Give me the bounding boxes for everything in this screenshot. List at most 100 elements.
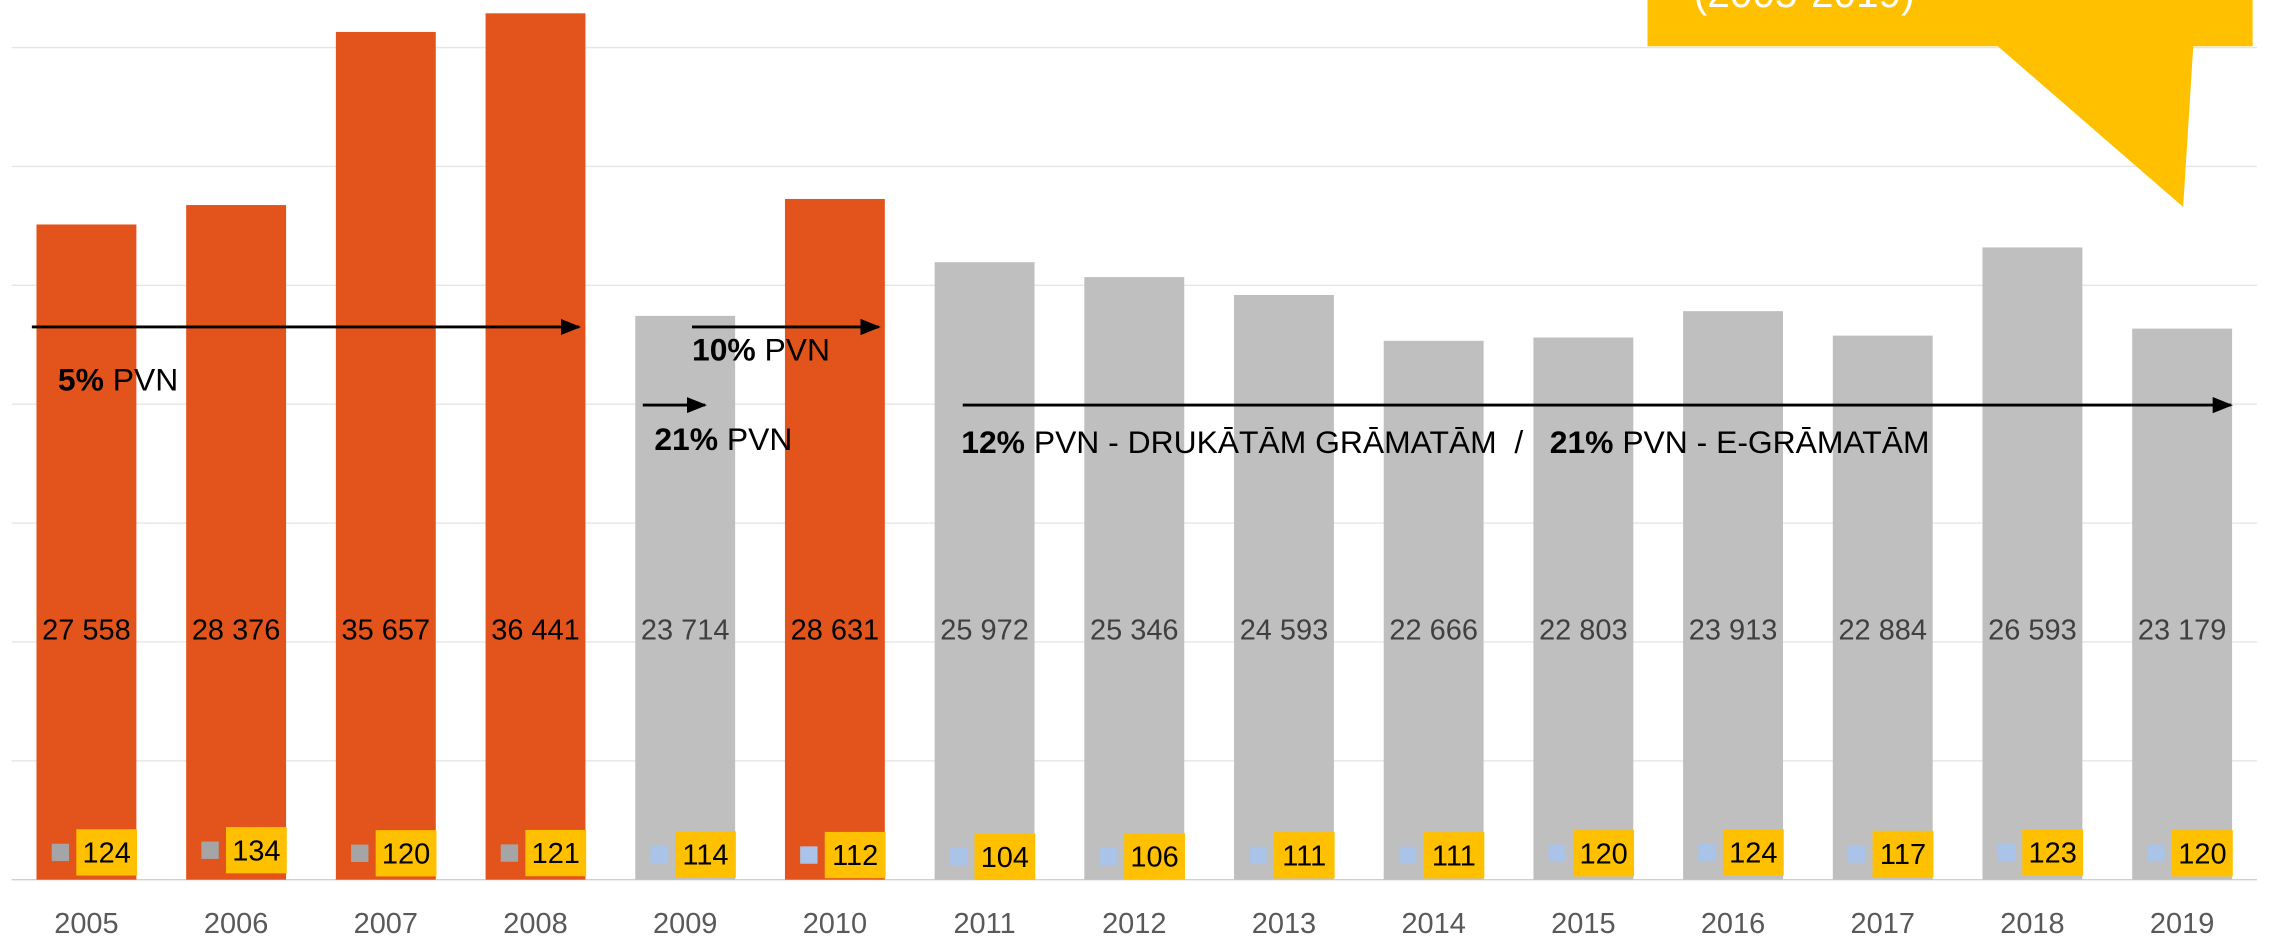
annotation-part: 21% bbox=[1550, 424, 1614, 460]
x-tick-label: 2010 bbox=[803, 908, 867, 939]
bar bbox=[485, 13, 586, 880]
bar bbox=[784, 198, 885, 880]
marker-label-box bbox=[1872, 830, 1934, 878]
x-tick-label: 2011 bbox=[953, 908, 1015, 939]
marker-label: 120 bbox=[2178, 838, 2226, 870]
marker-label: 111 bbox=[1432, 840, 1476, 872]
x-tick-label: 2013 bbox=[1252, 908, 1316, 939]
bar bbox=[1533, 337, 1634, 880]
annotation-part: PVN - E-GRĀMATĀM bbox=[1613, 424, 1929, 460]
bar bbox=[934, 262, 1035, 880]
marker-label-box bbox=[525, 829, 587, 877]
value-label: 23 714 bbox=[641, 615, 730, 647]
x-tick-label: 2006 bbox=[204, 908, 268, 939]
bar bbox=[36, 224, 137, 880]
marker bbox=[1099, 847, 1117, 866]
marker bbox=[201, 841, 219, 859]
x-tick-label: 2009 bbox=[653, 908, 717, 939]
marker-label-box bbox=[1273, 832, 1335, 879]
x-tick-label: 2017 bbox=[1851, 908, 1915, 939]
marker bbox=[1548, 844, 1566, 862]
annotation-part: 12% bbox=[961, 424, 1025, 460]
annotation-part: 5% bbox=[58, 362, 104, 398]
value-label: 23 913 bbox=[1689, 615, 1778, 647]
bar bbox=[2132, 328, 2233, 880]
marker-label-box bbox=[675, 831, 736, 878]
x-tick-label: 2016 bbox=[1701, 908, 1765, 939]
value-label: 28 376 bbox=[192, 615, 281, 647]
bar bbox=[335, 31, 436, 880]
value-label: 22 884 bbox=[1838, 615, 1927, 647]
bar bbox=[1383, 340, 1484, 880]
bar bbox=[635, 315, 736, 880]
annotation: 10% PVN bbox=[692, 331, 830, 367]
value-label: 25 346 bbox=[1090, 615, 1179, 647]
marker bbox=[650, 845, 668, 864]
annotation-part: 21% bbox=[654, 421, 718, 457]
callout-text: (2005-2019) bbox=[1694, 0, 1915, 16]
marker-label-box bbox=[225, 827, 287, 874]
value-label: 27 558 bbox=[42, 615, 131, 647]
value-label: 24 593 bbox=[1240, 615, 1329, 647]
value-label: 36 441 bbox=[491, 615, 580, 647]
x-tick-label: 2005 bbox=[54, 908, 118, 939]
marker-label-box bbox=[1722, 829, 1784, 876]
x-tick-label: 2012 bbox=[1102, 908, 1166, 939]
marker-label: 111 bbox=[1282, 840, 1326, 872]
marker-label: 123 bbox=[2029, 838, 2077, 870]
x-tick-label: 2015 bbox=[1551, 908, 1615, 939]
marker-label: 114 bbox=[682, 840, 728, 872]
marker-label-box bbox=[375, 830, 437, 877]
annotation-part: PVN bbox=[718, 421, 792, 457]
x-tick-label: 2008 bbox=[503, 908, 567, 939]
marker-label-box bbox=[1423, 832, 1485, 879]
value-label: 25 972 bbox=[940, 615, 1029, 647]
annotation-part: PVN bbox=[104, 362, 178, 398]
marker bbox=[1997, 843, 2016, 862]
marker bbox=[949, 848, 968, 866]
marker-label: 124 bbox=[1729, 838, 1777, 870]
marker-label-box bbox=[824, 831, 886, 879]
bars: 27 558 28 376 35 657 36 441 23 714 28 631 25 9… bbox=[36, 13, 2233, 939]
annotation-part: PVN bbox=[756, 331, 830, 367]
marker bbox=[351, 844, 369, 862]
marker-label-box bbox=[2022, 829, 2084, 876]
x-tick-label: 2007 bbox=[354, 908, 418, 939]
x-tick-label: 2018 bbox=[2000, 908, 2064, 939]
marker bbox=[1698, 843, 1716, 862]
marker bbox=[1847, 845, 1866, 863]
marker bbox=[2147, 844, 2165, 862]
annotation-part: 10% bbox=[692, 331, 756, 367]
bar bbox=[1234, 294, 1334, 880]
value-label: 23 179 bbox=[2138, 615, 2227, 647]
marker bbox=[1398, 846, 1417, 864]
bar bbox=[1982, 247, 2083, 880]
marker-label-box bbox=[76, 829, 138, 876]
x-tick-label: 2019 bbox=[2150, 908, 2214, 939]
marker-label: 124 bbox=[83, 838, 131, 870]
value-label: 22 666 bbox=[1389, 615, 1478, 647]
marker-label-box bbox=[1124, 833, 1185, 880]
value-label: 28 631 bbox=[791, 615, 880, 647]
marker-label: 134 bbox=[232, 835, 280, 867]
marker-label: 120 bbox=[382, 838, 430, 870]
x-tick-label: 2014 bbox=[1401, 908, 1465, 939]
annotation: 21% PVN bbox=[654, 421, 792, 457]
marker bbox=[500, 844, 519, 862]
annotation: 5% PVN bbox=[58, 362, 178, 398]
marker-label: 117 bbox=[1880, 839, 1926, 871]
marker-label: 106 bbox=[1130, 842, 1178, 874]
value-label: 22 803 bbox=[1539, 615, 1628, 647]
marker bbox=[51, 843, 70, 862]
marker-label: 120 bbox=[1579, 838, 1627, 870]
value-label: 26 593 bbox=[1988, 615, 2077, 647]
callout-shape bbox=[1647, 0, 2253, 207]
marker-label: 104 bbox=[981, 842, 1029, 874]
marker-label-box bbox=[974, 833, 1036, 880]
marker-label-box bbox=[2171, 830, 2233, 877]
bar bbox=[1832, 335, 1933, 880]
marker bbox=[800, 846, 818, 864]
value-label: 35 657 bbox=[342, 615, 431, 647]
